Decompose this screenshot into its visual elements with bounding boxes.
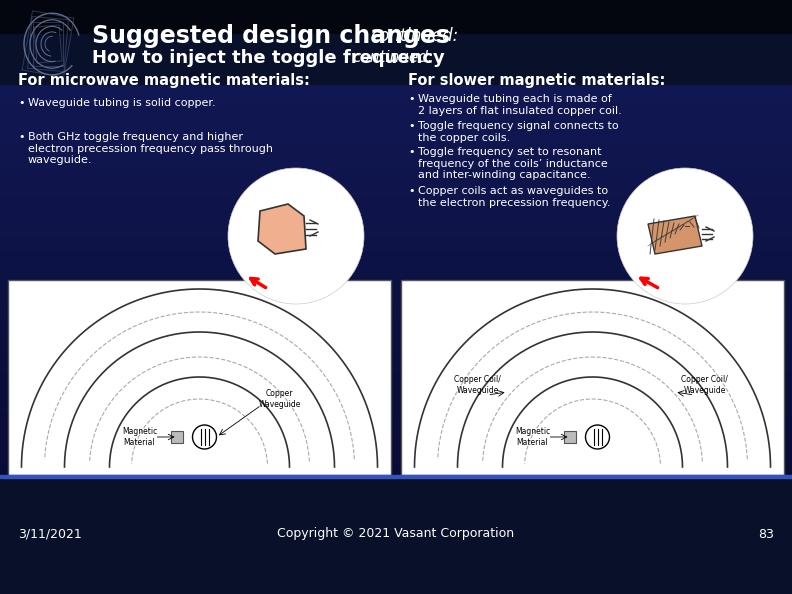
Bar [0, 127, 792, 141]
Bar [0, 113, 792, 128]
Bar [0, 34, 792, 84]
Text: Magnetic
Material: Magnetic Material [515, 427, 550, 447]
Text: Waveguide tubing is solid copper.: Waveguide tubing is solid copper. [28, 98, 215, 108]
Text: •: • [18, 132, 25, 142]
Bar [0, 0, 792, 39]
Text: Both GHz toggle frequency and higher
electron precession frequency pass through
: Both GHz toggle frequency and higher ele… [28, 132, 273, 165]
Bar [0, 100, 792, 115]
Bar [0, 262, 792, 276]
Text: •: • [18, 98, 25, 108]
Bar [0, 289, 792, 304]
Bar [0, 476, 792, 594]
Text: Suggested design changes: Suggested design changes [92, 24, 459, 48]
Bar [8, 280, 391, 475]
Text: For slower magnetic materials:: For slower magnetic materials: [408, 74, 665, 89]
Bar [563, 431, 576, 443]
Bar [0, 356, 792, 371]
Bar [0, 248, 792, 263]
Bar [0, 370, 792, 384]
Text: Magnetic
Material: Magnetic Material [122, 427, 157, 447]
Text: Waveguide tubing each is made of
2 layers of flat insulated copper coil.: Waveguide tubing each is made of 2 layer… [418, 94, 622, 116]
Text: continued:: continued: [352, 50, 433, 65]
Text: Copper coils act as waveguides to
the electron precession frequency.: Copper coils act as waveguides to the el… [418, 186, 611, 207]
Bar [0, 397, 792, 412]
Bar [0, 141, 792, 155]
Bar [170, 431, 182, 443]
Bar [401, 280, 784, 475]
Text: How to inject the toggle frequency: How to inject the toggle frequency [92, 49, 451, 67]
Text: •: • [408, 147, 414, 157]
Polygon shape [648, 216, 702, 254]
Text: Toggle frequency set to resonant
frequency of the coils’ inductance
and inter-wi: Toggle frequency set to resonant frequen… [418, 147, 607, 180]
Bar [0, 208, 792, 223]
Circle shape [585, 425, 610, 449]
Bar [0, 302, 792, 317]
Text: Copyright © 2021 Vasant Corporation: Copyright © 2021 Vasant Corporation [277, 527, 515, 541]
Bar [0, 330, 792, 344]
Text: Toggle frequency signal connects to
the copper coils.: Toggle frequency signal connects to the … [418, 121, 619, 143]
Bar [0, 451, 792, 466]
Bar [0, 87, 792, 101]
Bar [0, 424, 792, 438]
Bar [0, 438, 792, 452]
Text: •: • [408, 94, 414, 104]
Bar [0, 465, 792, 479]
Text: 83: 83 [758, 527, 774, 541]
Circle shape [228, 168, 364, 304]
Bar [0, 0, 792, 74]
Text: Copper Coil/
Waveguide: Copper Coil/ Waveguide [454, 375, 501, 394]
Text: Copper Coil/
Waveguide: Copper Coil/ Waveguide [681, 375, 728, 394]
Bar [0, 475, 792, 478]
Bar [0, 194, 792, 209]
Text: Copper
Waveguide: Copper Waveguide [258, 389, 301, 409]
Bar [0, 316, 792, 330]
Bar [0, 73, 792, 87]
Bar [0, 276, 792, 290]
Bar [0, 410, 792, 425]
Circle shape [192, 425, 216, 449]
Text: continued:: continued: [370, 27, 459, 45]
Circle shape [617, 168, 753, 304]
Bar [0, 222, 792, 236]
Bar [0, 235, 792, 249]
Bar [0, 168, 792, 182]
Bar [0, 384, 792, 398]
Bar [0, 181, 792, 195]
Polygon shape [258, 204, 306, 254]
Bar [0, 154, 792, 169]
Text: 3/11/2021: 3/11/2021 [18, 527, 82, 541]
Text: •: • [408, 186, 414, 196]
Text: For microwave magnetic materials:: For microwave magnetic materials: [18, 74, 310, 89]
Text: •: • [408, 121, 414, 131]
Bar [0, 343, 792, 358]
